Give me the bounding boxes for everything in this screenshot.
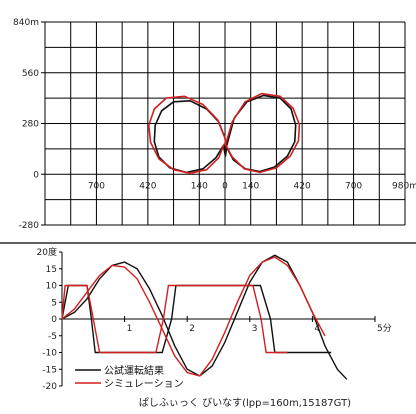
trajectory-chart: 840m 560 280 0 -280 700 420 140 0 140 420 700 980m bbox=[13, 18, 416, 231]
legend: 公試運転結果 シミュレーション bbox=[75, 364, 184, 390]
trajectory-series-0 bbox=[153, 94, 297, 174]
y-tick-label: 20度 bbox=[37, 246, 57, 258]
x-tick-label: 5分 bbox=[377, 323, 392, 334]
y-tick-label: 560 bbox=[22, 69, 39, 79]
time-series-series bbox=[61, 254, 348, 380]
x-tick-label: 0 bbox=[222, 181, 228, 191]
y-tick-label: -5 bbox=[48, 332, 57, 342]
legend-label-trial: 公試運転結果 bbox=[104, 364, 164, 377]
x-tick-label: 420 bbox=[294, 181, 311, 191]
legend-label-simulation: シミュレーション bbox=[104, 379, 184, 390]
time-series-chart: 20度 15 10 5 0 -5 -10 -15 -20 1 2 3 4 5分 bbox=[37, 246, 392, 392]
trajectory-series-1 bbox=[148, 92, 301, 175]
y-tick-label: -15 bbox=[42, 365, 57, 375]
y-tick-label: 0 bbox=[33, 170, 39, 180]
x-tick-label: 2 bbox=[189, 324, 195, 334]
x-tick-label: 420 bbox=[139, 181, 156, 191]
x-tick-label: 3 bbox=[252, 324, 258, 334]
trajectory-y-tick-labels: 840m 560 280 0 -280 bbox=[13, 18, 39, 231]
time-series-2 bbox=[61, 284, 288, 354]
y-tick-label: 280 bbox=[22, 120, 39, 130]
x-tick-label: 4 bbox=[314, 324, 320, 334]
trajectory-x-tick-labels: 700 420 140 0 140 420 700 980m bbox=[88, 181, 416, 191]
x-tick-label: 980m bbox=[392, 181, 416, 191]
time-series-x-tick-labels: 1 2 3 4 5分 bbox=[127, 323, 392, 334]
y-tick-label: 840m bbox=[13, 18, 39, 28]
time-series-3 bbox=[61, 256, 326, 377]
time-series-1 bbox=[61, 254, 348, 380]
x-tick-label: 1 bbox=[127, 324, 133, 334]
trajectory-grid bbox=[41, 21, 406, 226]
trajectory-series bbox=[148, 92, 301, 175]
y-tick-label: -10 bbox=[42, 349, 57, 359]
y-tick-label: 10 bbox=[46, 282, 58, 292]
x-tick-label: 700 bbox=[345, 181, 362, 191]
time-series-y-tick-labels: 20度 15 10 5 0 -5 -10 -15 -20 bbox=[37, 246, 58, 392]
y-tick-label: -20 bbox=[42, 382, 57, 392]
y-tick-label: 5 bbox=[51, 298, 57, 308]
y-tick-label: 0 bbox=[51, 315, 57, 325]
caption: ぱしふぃっく びいなす(lpp=160m,15187GT) bbox=[139, 397, 351, 409]
y-tick-label: -280 bbox=[19, 221, 40, 231]
x-tick-label: 700 bbox=[88, 181, 105, 191]
x-tick-label: 140 bbox=[242, 181, 259, 191]
x-tick-label: 140 bbox=[191, 181, 208, 191]
y-tick-label: 15 bbox=[46, 265, 57, 275]
